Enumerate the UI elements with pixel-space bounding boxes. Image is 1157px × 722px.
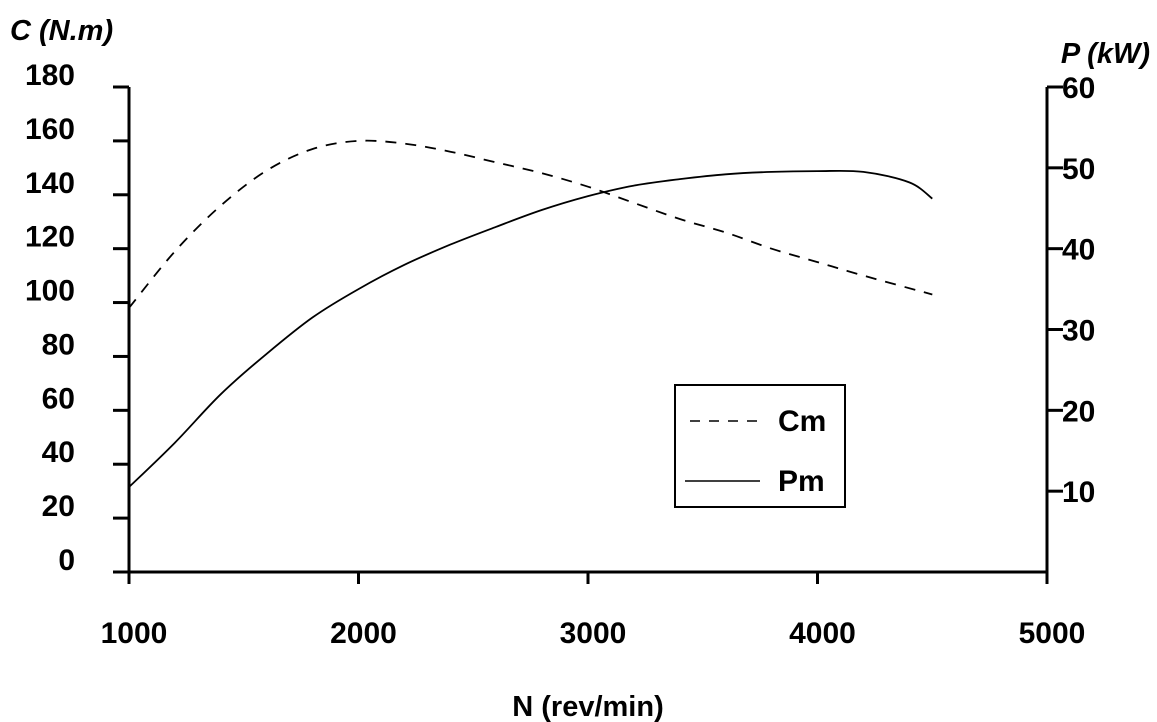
y-left-tick-label: 40: [42, 436, 75, 469]
x-tick-label: 1000: [101, 617, 168, 650]
x-tick-label: 2000: [330, 617, 397, 650]
y-right-tick-label: 40: [1062, 234, 1095, 267]
x-axis-title: N (rev/min): [512, 691, 663, 722]
y-right-tick-label: 50: [1062, 153, 1095, 186]
legend-label-pm: Pm: [778, 465, 825, 498]
y-left-tick-label: 180: [25, 59, 75, 92]
y-left-axis-title: C (N.m): [10, 15, 113, 47]
y-left-tick-label: 120: [25, 221, 75, 254]
y-right-tick-label: 10: [1062, 476, 1095, 509]
legend-label-cm: Cm: [778, 405, 826, 438]
y-left-tick-label: 160: [25, 113, 75, 146]
x-tick-label: 5000: [1019, 617, 1086, 650]
x-tick-label: 3000: [560, 617, 627, 650]
series-line-cm: [128, 139, 933, 309]
y-left-tick-label: 0: [58, 544, 75, 577]
y-left-tick-label: 100: [25, 275, 75, 308]
y-left-tick-label: 20: [42, 490, 75, 523]
y-left-tick-label: 140: [25, 167, 75, 200]
series-line-pm: [128, 169, 933, 488]
legend: Cm Pm: [674, 384, 846, 508]
series-layer: [128, 139, 933, 488]
y-left-tick-label: 60: [42, 382, 75, 415]
y-right-tick-label: 20: [1062, 395, 1095, 428]
y-right-tick-label: 30: [1062, 315, 1095, 348]
x-tick-label: 4000: [789, 617, 856, 650]
y-left-tick-label: 80: [42, 328, 75, 361]
legend-box: [674, 384, 846, 508]
axes: [113, 85, 1063, 584]
y-right-axis-title: P (kW): [1061, 38, 1150, 70]
labels-layer: 0 20 40 60 80 100 120 140 160 180 10 20 30 40 50 60 1000…: [25, 59, 1095, 650]
y-right-tick-label: 60: [1062, 72, 1095, 105]
